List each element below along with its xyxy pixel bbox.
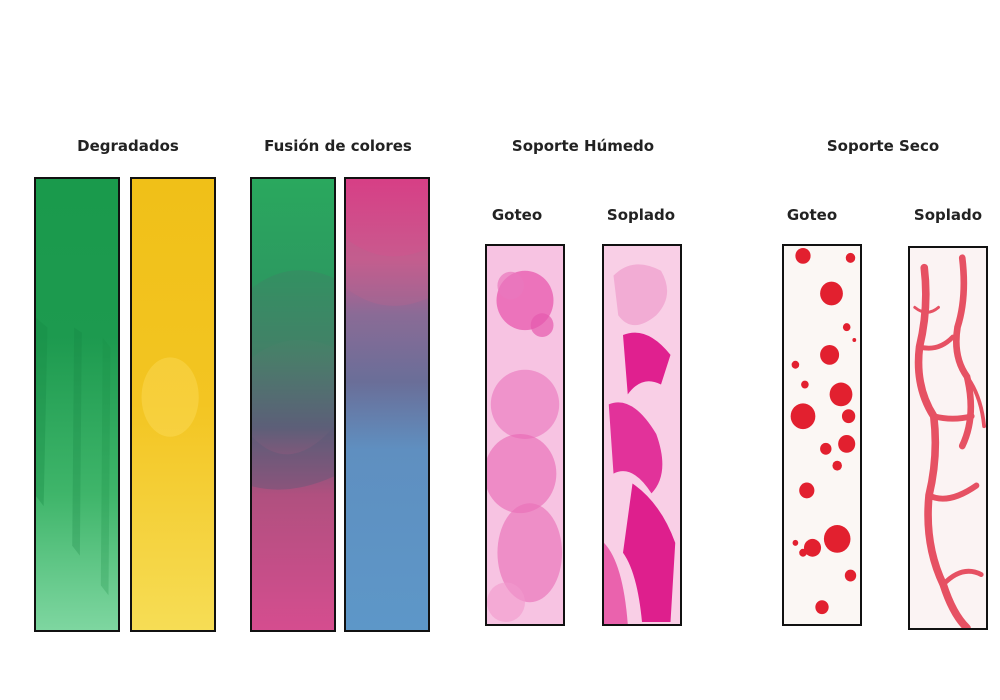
swatch-humedo-soplado (602, 244, 682, 626)
title-soporte-humedo: Soporte Húmedo (511, 137, 655, 155)
swatch-seco-soplado (908, 246, 988, 630)
title-soporte-seco: Soporte Seco (826, 137, 940, 155)
swatch-fusion-green-pink (250, 177, 336, 632)
label-seco-goteo: Goteo (786, 206, 838, 224)
label-humedo-soplado: Soplado (606, 206, 676, 224)
swatch-degradado-yellow (130, 177, 216, 632)
label-humedo-goteo: Goteo (491, 206, 543, 224)
swatch-humedo-goteo (485, 244, 565, 626)
swatch-degradado-green (34, 177, 120, 632)
label-seco-soplado: Soplado (913, 206, 983, 224)
swatch-fusion-pink-blue (344, 177, 430, 632)
swatch-seco-goteo (782, 244, 862, 626)
title-fusion-de-colores: Fusión de colores (264, 137, 412, 155)
title-degradados: Degradados (77, 137, 179, 155)
